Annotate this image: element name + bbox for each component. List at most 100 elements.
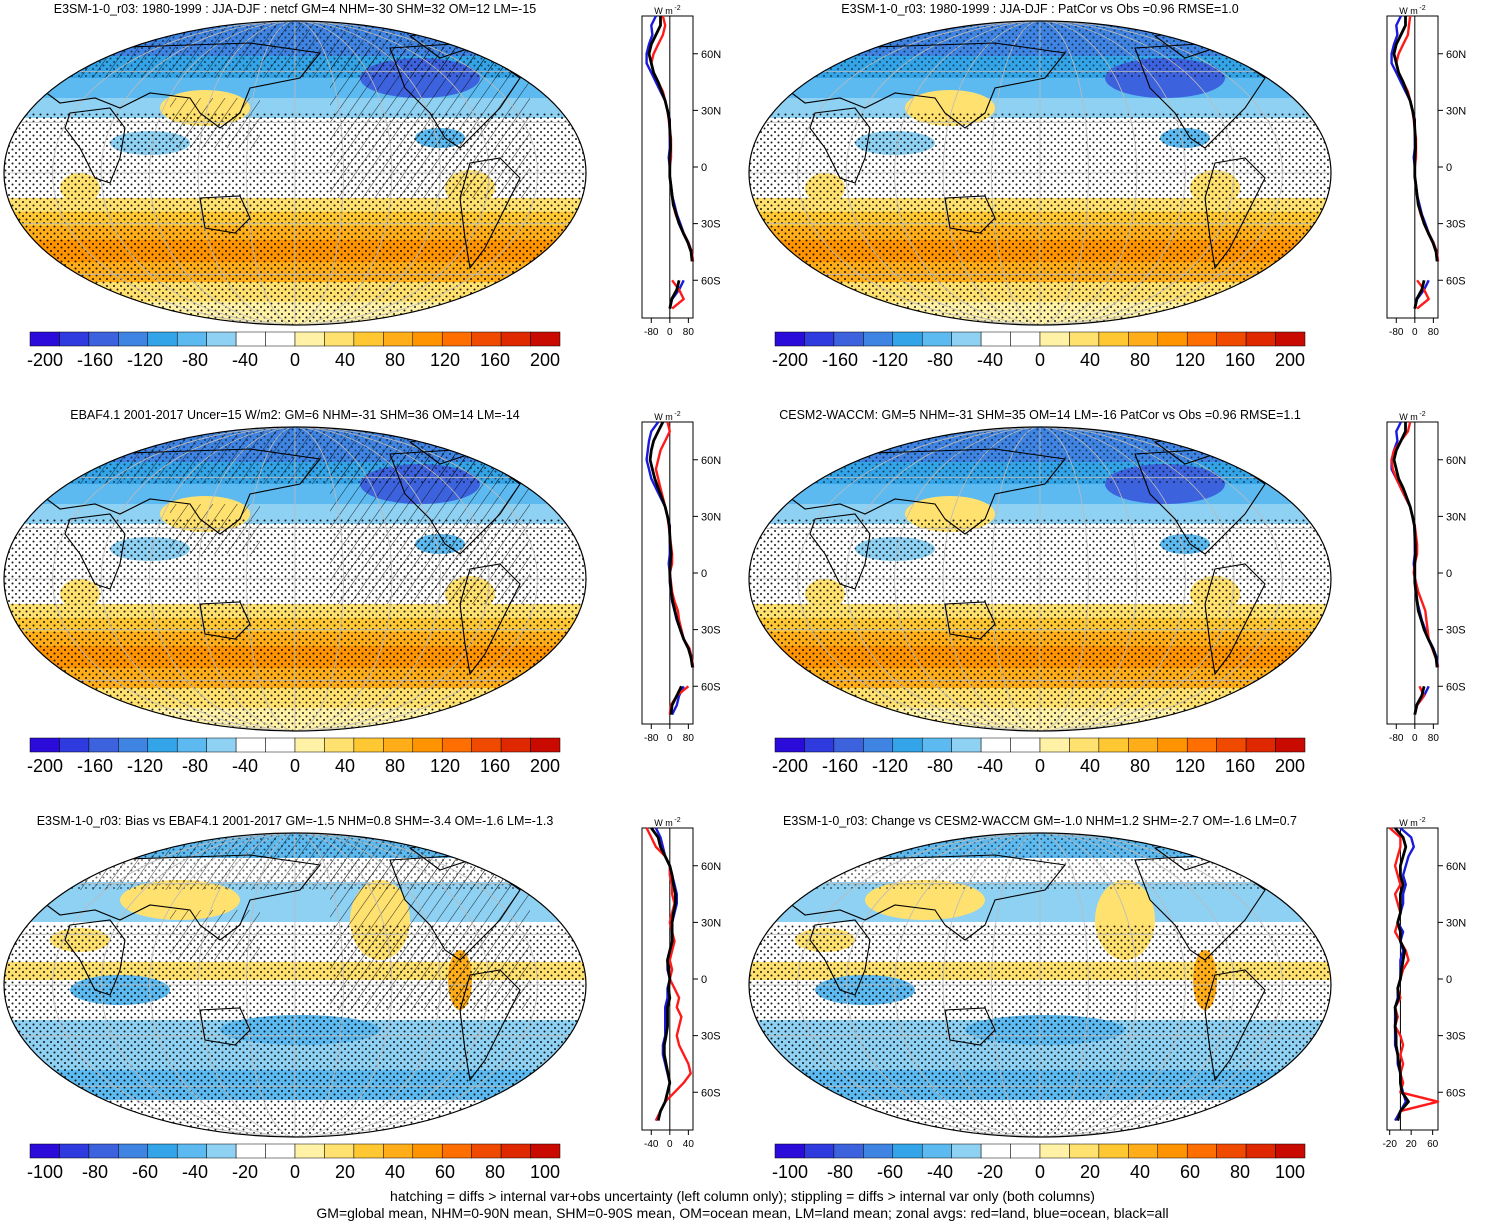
world-map [3, 832, 587, 1138]
colorbar-swatch [265, 331, 296, 347]
zonal-lat-label: 60S [1446, 681, 1466, 693]
colorbar-tick-label: 120 [1175, 756, 1205, 776]
panel-e3sm-jja-djf: E3SM-1-0_r03: 1980-1999 : JJA-DJF : netc… [0, 0, 742, 406]
colorbar-tick-label: 40 [1080, 350, 1100, 370]
colorbar-tick-label: 20 [335, 1162, 355, 1182]
zonal-all-line [1392, 422, 1439, 715]
longitude-gridline [100, 21, 296, 325]
colorbar-swatch [441, 1143, 472, 1159]
zonal-lat-label: 0 [1446, 568, 1452, 580]
colorbar-tick-label: -160 [822, 350, 858, 370]
colorbar-swatch [1010, 737, 1041, 753]
longitude-gridline [294, 427, 344, 731]
map-field [4, 427, 586, 731]
colorbar-tick-label: 40 [335, 350, 355, 370]
colorbar-swatch [500, 1143, 531, 1159]
colorbar-tick-label: 160 [1225, 756, 1255, 776]
zonal-unit-exponent: -2 [1419, 411, 1425, 418]
zonal-lat-label: 0 [701, 974, 707, 986]
longitude-gridline [52, 833, 296, 1137]
colorbar-tick-label: 200 [530, 756, 560, 776]
longitude-gridline [294, 833, 538, 1137]
colorbar-tick-label: 200 [530, 350, 560, 370]
longitude-gridline [1039, 21, 1283, 325]
colorbar-swatch [804, 1143, 835, 1159]
colorbar-tick-label: 80 [1230, 1162, 1250, 1182]
zonal-frame [1386, 827, 1439, 1131]
colorbar-swatch [892, 737, 923, 753]
zonal-land-line [1395, 15, 1440, 310]
colorbar-swatch [294, 1143, 325, 1159]
colorbar-tick-label: 0 [290, 756, 300, 776]
world-map [748, 832, 1332, 1138]
colorbar-tick-label: 40 [335, 756, 355, 776]
colorbar-tick-label: 0 [290, 1162, 300, 1182]
panel-e3sm-patcor: E3SM-1-0_r03: 1980-1999 : JJA-DJF : PatC… [745, 0, 1485, 406]
world-map [3, 426, 587, 732]
colorbar-tick-label: 100 [530, 1162, 560, 1182]
longitude-gridline [991, 21, 1041, 325]
colorbar-swatch [1275, 331, 1306, 347]
colorbar-swatch [774, 331, 805, 347]
colorbar-swatch [1216, 737, 1247, 753]
colorbar-swatch [1186, 1143, 1217, 1159]
colorbar-swatch [471, 737, 502, 753]
colorbar-swatch [951, 1143, 982, 1159]
longitude-gridline [1039, 427, 1089, 731]
longitude-gridline [1039, 21, 1235, 325]
colorbar-tick-label: -80 [182, 756, 208, 776]
zonal-lat-label: 60N [1446, 455, 1466, 467]
colorbar-tick-label: -160 [822, 756, 858, 776]
colorbar-swatch [412, 331, 443, 347]
zonal-lat-label: 30N [701, 105, 721, 117]
colorbar-swatch [294, 331, 325, 347]
colorbar-tick-label: -200 [27, 756, 63, 776]
colorbar-swatch [118, 737, 149, 753]
hatch-overlay [170, 98, 260, 148]
colorbar-tick-label: 80 [1130, 350, 1150, 370]
longitude-gridline [294, 21, 490, 325]
zonal-lat-label: 60N [701, 455, 721, 467]
longitude-gridline [991, 427, 1041, 731]
colorbar-swatch [471, 1143, 502, 1159]
continent-outline [809, 919, 871, 996]
zonal-lat-label: 60N [1446, 49, 1466, 61]
colorbar-swatch [1069, 737, 1100, 753]
colorbar-swatch [1186, 737, 1217, 753]
continent-outline [759, 448, 1067, 535]
longitude-gridline [1039, 833, 1089, 1137]
colorbar-tick-label: 80 [485, 1162, 505, 1182]
colorbar-swatch [206, 737, 237, 753]
colorbar-tick-label: -40 [977, 756, 1003, 776]
colorbar-swatch [412, 737, 443, 753]
colorbar-tick-label: -100 [772, 1162, 808, 1182]
continent-outline [809, 107, 871, 184]
colorbar-tick-label: 20 [1080, 1162, 1100, 1182]
colorbar-swatch [471, 331, 502, 347]
longitude-gridline [797, 21, 1041, 325]
colorbar-swatch [1039, 331, 1070, 347]
map-border [3, 20, 587, 326]
colorbar: -100 -80 -60 -40 -20 0 20 40 60 80 100 [772, 1143, 1306, 1182]
colorbar-tick-label: -120 [872, 350, 908, 370]
colorbar-tick-label: -40 [232, 756, 258, 776]
colorbar-swatch [1069, 1143, 1100, 1159]
colorbar-swatch [921, 1143, 952, 1159]
zonal-unit-exponent: -2 [1419, 817, 1425, 824]
map-border [748, 20, 1332, 326]
colorbar-swatch [235, 331, 266, 347]
continent-outline [759, 854, 1067, 941]
colorbar-swatch [206, 331, 237, 347]
longitude-gridline [894, 21, 1041, 325]
colorbar-tick-label: 40 [1080, 756, 1100, 776]
colorbar-swatch [500, 331, 531, 347]
colorbar-tick-label: -160 [77, 756, 113, 776]
colorbar-tick-label: 0 [290, 350, 300, 370]
zonal-lat-label: 60S [1446, 275, 1466, 287]
zonal-lat-label: 30S [701, 219, 721, 231]
longitude-gridline [1039, 833, 1138, 1137]
map-field [749, 21, 1331, 325]
colorbar-swatch [1098, 737, 1129, 753]
colorbar-swatch [176, 331, 207, 347]
longitude-gridline [845, 427, 1041, 731]
